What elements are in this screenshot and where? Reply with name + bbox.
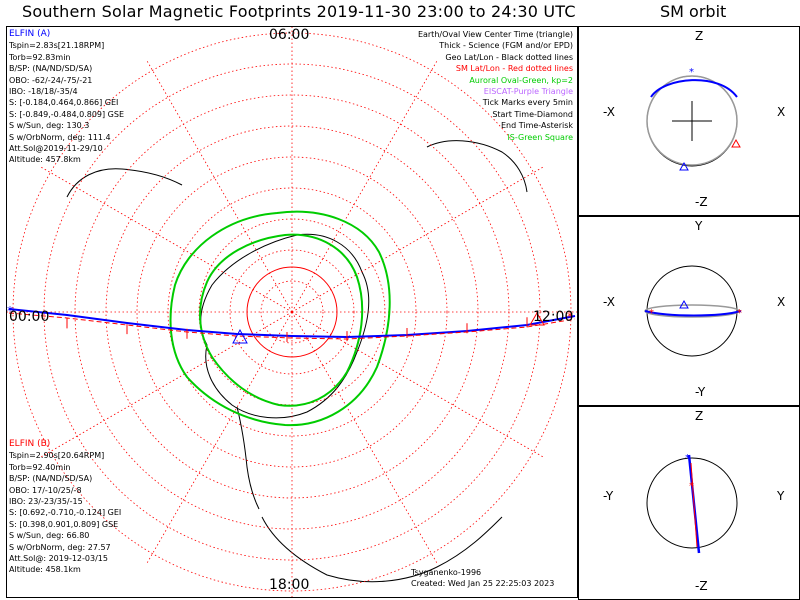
axis-label-right: X — [777, 295, 786, 309]
axis-label-right: Y — [777, 489, 785, 503]
elfin-a-line: OBO: -62/-24/-75/-21 — [9, 75, 93, 85]
auroral-oval-inner — [199, 233, 364, 407]
legend: Earth/Oval View Center Time (triangle) T… — [418, 29, 573, 143]
elfin-b-center-triangle — [529, 312, 545, 326]
axis-label-left: -X — [603, 105, 615, 119]
legend-item: Auroral Oval-Green, kp=2 — [469, 75, 573, 85]
elfin-b-line: Tspin=2.90s[20.64RPM] — [9, 451, 105, 461]
elfin-b-line: Att.Sol@: 2019-12-03/15 — [9, 554, 108, 564]
elfin-b-name: ELFIN (B) — [9, 439, 51, 449]
sm-longitude-line — [146, 311, 293, 564]
elfin-a-line: Tspin=2.83s[21.18RPM] — [9, 41, 105, 51]
sm-longitude-line — [146, 60, 293, 313]
footer: Tsyganenko-1996 Created: Wed Jan 25 22:2… — [411, 567, 554, 589]
elfin-a-info: ELFIN (A) Tspin=2.83s[21.18RPM] Torb=92.… — [9, 29, 124, 166]
start-asterisk-marker: * — [7, 304, 13, 318]
orbit-plot-xz: * — [646, 67, 741, 171]
antarctica-outline — [200, 233, 370, 419]
axis-label-bottom: -Z — [695, 195, 708, 209]
elfin-b-line: S: [0.398,0.901,0.809] GSE — [9, 519, 119, 529]
elfin-a-line: Altitude: 457.8km — [9, 155, 81, 165]
legend-item: End Time-Asterisk — [500, 121, 573, 131]
auroral-oval-outer — [169, 210, 391, 427]
elfin-b-info: ELFIN (B) Tspin=2.90s[20.64RPM] Torb=92.… — [9, 439, 121, 576]
elfin-b-line: B/SP: (NA/ND/SD/SA) — [9, 474, 93, 484]
legend-item: Tick Marks every 5min — [482, 98, 573, 108]
elfin-a-line: Att.Sol@2019-11-29/10 — [9, 144, 103, 154]
elfin-a-name: ELFIN (A) — [9, 29, 51, 39]
africa-outline — [66, 168, 183, 198]
sm-grid — [7, 27, 577, 597]
sm-longitude-line — [291, 166, 544, 313]
plot-title: Southern Solar Magnetic Footprints 2019-… — [22, 2, 576, 21]
elfin-b-line: S: [0.692,-0.710,-0.124] GEI — [9, 508, 122, 518]
elfin-a-center-triangle — [232, 328, 248, 344]
australia-outline — [426, 140, 528, 193]
elfin-b-line: OBO: 17/-10/25/-8 — [9, 485, 82, 495]
sm-latitude-circle — [229, 249, 355, 375]
svg-text:*: * — [689, 481, 694, 492]
elfin-a-line: S: [-0.184,0.464,0.866] GEI — [9, 98, 119, 108]
elfin-b-line: IBO: 23/-23/35/-15 — [9, 497, 83, 507]
orbit-panel-yz: * * Z -Z -Y Y — [578, 406, 800, 600]
model-name: Tsyganenko-1996 — [411, 568, 482, 577]
created-timestamp: Created: Wed Jan 25 22:25:03 2023 — [411, 579, 555, 588]
axis-label-top: Z — [695, 29, 704, 43]
orbit-plot-yz: * * — [646, 453, 738, 554]
footprint-panel: * * ELFIN (A) Tspin=2.83s[21.18RPM] Torb… — [6, 26, 578, 598]
legend-item: Geo Lat/Lon - Black dotted lines — [445, 52, 573, 62]
svg-text:*: * — [737, 308, 742, 319]
axis-label-left: -X — [603, 295, 615, 309]
elfin-a-line: B/SP: (NA/ND/SD/SA) — [9, 64, 93, 74]
axis-label-top: Z — [695, 409, 704, 423]
elfin-a-track — [8, 308, 576, 339]
axis-label-top: Y — [695, 219, 703, 233]
svg-text:*: * — [685, 453, 690, 464]
legend-item: IS-Green Square — [507, 132, 573, 142]
auroral-oval — [169, 210, 391, 427]
legend-item: EISCAT-Purple Triangle — [483, 87, 573, 97]
axis-label-left: -Y — [603, 489, 614, 503]
sm-latitude-circle — [12, 32, 572, 592]
mlt-label-right: 12:00 — [533, 309, 574, 325]
elfin-b-track — [8, 312, 576, 340]
orbit-panel-title: SM orbit — [660, 2, 727, 21]
mlt-label-top: 06:00 — [269, 27, 310, 43]
elfin-b-line: Torb=92.40min — [9, 462, 71, 472]
elfin-a-line: Torb=92.83min — [9, 52, 71, 62]
end-asterisk-marker: * — [567, 310, 573, 324]
sm-latitude-circle — [260, 280, 324, 344]
elfin-a-line: S: [-0.849,-0.484,0.809] GSE — [9, 109, 124, 119]
axis-label-bottom: -Y — [695, 385, 706, 399]
legend-item: Start Time-Diamond — [492, 109, 573, 119]
svg-text:*: * — [689, 67, 694, 78]
legend-item: Thick - Science (FGM and/or EPD) — [439, 41, 573, 51]
sm-longitude-line — [291, 60, 438, 313]
axis-label-bottom: -Z — [695, 579, 708, 593]
sm-latitude-circle — [136, 156, 448, 468]
mlt-label-bottom: 18:00 — [269, 577, 310, 593]
orbit-plot-xy: * * — [644, 265, 742, 357]
sm-longitude-line — [291, 311, 438, 564]
track-ticks — [66, 317, 528, 342]
legend-item: SM Lat/Lon - Red dotted lines — [455, 64, 573, 74]
svg-text:*: * — [649, 308, 654, 319]
elfin-b-line: Altitude: 458.1km — [9, 565, 81, 575]
sm-pole-circle — [246, 266, 338, 358]
sm-longitude-line — [40, 166, 293, 313]
axis-label-right: X — [777, 105, 786, 119]
orbit-panel-xy: * * Y -Y -X X — [578, 216, 800, 406]
south-america-outline — [261, 516, 503, 583]
legend-item: Earth/Oval View Center Time (triangle) — [417, 30, 573, 39]
antarctic-peninsula-outline — [236, 406, 260, 510]
sm-latitude-circle — [105, 125, 479, 499]
elfin-a-line: IBO: -18/18/-35/4 — [9, 87, 78, 97]
mlt-label-left: 00:00 — [9, 309, 50, 325]
elfin-b-line: S w/OrbNorm, deg: 27.57 — [9, 542, 111, 552]
orbit-panel-xz: * Z -Z -X X — [578, 26, 800, 216]
elfin-a-line: S w/Sun, deg: 130.3 — [9, 121, 90, 131]
elfin-a-line: S w/OrbNorm, deg: 111.4 — [9, 132, 111, 142]
elfin-b-line: S w/Sun, deg: 66.80 — [9, 531, 90, 541]
footprint-map: * * — [7, 27, 577, 597]
